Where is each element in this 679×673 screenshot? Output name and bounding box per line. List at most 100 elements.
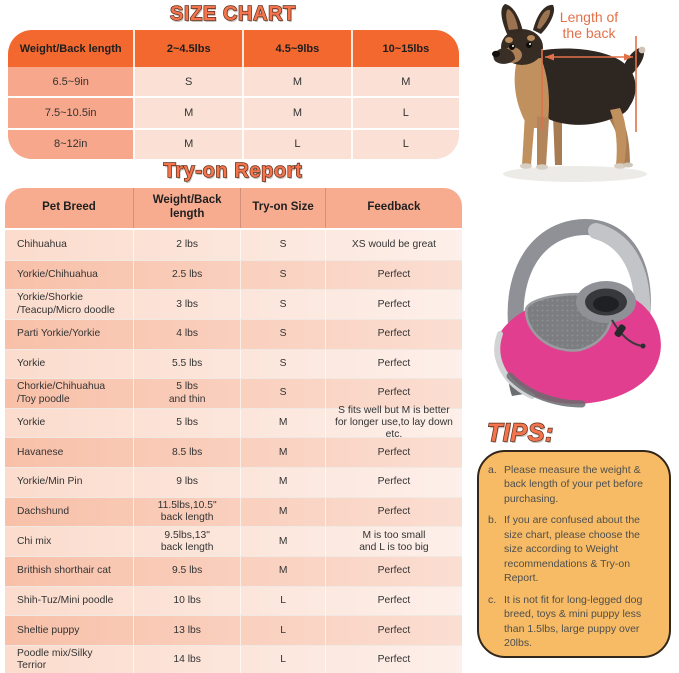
tryon-row: Havanese 8.5 lbs M Perfect xyxy=(5,437,462,468)
size-chart-cell-backlength: 8~12in xyxy=(8,129,134,159)
tryon-cell-feedback: Perfect xyxy=(324,468,462,497)
tryon-row: Yorkie 5 lbs M S fits well but M is bett… xyxy=(5,405,462,440)
size-chart-header-cell: 4.5~9lbs xyxy=(242,30,351,67)
tryon-cell-size: S xyxy=(240,290,325,319)
tip-item: c. It is not fit for long-legged dog bre… xyxy=(488,593,659,651)
size-chart-title: SIZE CHART xyxy=(169,2,296,25)
chihuahua-photo: Length of the back xyxy=(492,4,647,182)
back-length-label: the back xyxy=(563,25,617,41)
size-chart-row: 8~12in M L L xyxy=(8,127,459,159)
tryon-cell-weight: 8.5 lbs xyxy=(132,438,240,468)
tryon-cell-size: M xyxy=(240,497,325,527)
size-chart-header-row: Weight/Back length 2~4.5lbs 4.5~9lbs 10~… xyxy=(8,30,459,67)
tryon-cell-size: L xyxy=(240,586,325,616)
tryon-row: Yorkie/Shorkie /Teacup/Micro doodle 3 lb… xyxy=(5,289,462,319)
size-chart-cell-size: L xyxy=(350,129,459,159)
size-chart-row: 7.5~10.5in M M L xyxy=(8,96,459,128)
tryon-row: Chihuahua 2 lbs S XS would be great xyxy=(5,230,462,260)
tryon-cell-feedback: XS would be great xyxy=(324,230,462,260)
tryon-cell-feedback: M is too small and L is too big xyxy=(324,527,462,557)
tryon-cell-feedback: Perfect xyxy=(324,379,462,408)
tryon-cell-size: S xyxy=(240,260,325,290)
tryon-cell-feedback: Perfect xyxy=(324,319,462,349)
dog-shadow xyxy=(503,166,647,182)
tip-text: Please measure the weight & back length … xyxy=(504,464,643,505)
tryon-cell-feedback: Perfect xyxy=(324,586,462,616)
tryon-cell-weight: 9.5lbs,13" back length xyxy=(132,527,240,557)
tryon-row: Brithish shorthair cat 9.5 lbs M Perfect xyxy=(5,556,462,586)
tryon-row: Chi mix 9.5lbs,13" back length M M is to… xyxy=(5,526,462,557)
tryon-cell-breed: Parti Yorkie/Yorkie xyxy=(17,328,101,340)
tryon-cell-weight: 2.5 lbs xyxy=(132,260,240,290)
tryon-cell-weight: 4 lbs xyxy=(132,319,240,349)
tryon-report-table: Pet Breed Weight/Back length Try-on Size… xyxy=(5,188,462,673)
tryon-cell-size: L xyxy=(240,616,325,645)
tip-text: It is not fit for long-legged dog breed,… xyxy=(504,593,643,650)
tryon-cell-breed: Yorkie xyxy=(17,417,46,429)
tryon-cell-feedback: Perfect xyxy=(324,438,462,468)
drawstring-toggle xyxy=(614,324,626,338)
tryon-header-row: Pet Breed Weight/Back length Try-on Size… xyxy=(5,188,462,230)
tryon-cell-breed: Shih-Tuz/Mini poodle xyxy=(17,594,114,606)
tryon-cell-breed: Havanese xyxy=(17,446,64,458)
tryon-row: Dachshund 11.5lbs,10.5" back length M Pe… xyxy=(5,496,462,527)
tips-box: a. Please measure the weight & back leng… xyxy=(477,450,671,658)
tryon-cell-breed: Chi mix xyxy=(17,535,52,547)
size-chart-cell-size: L xyxy=(350,98,459,128)
pet-sling-bag-photo xyxy=(494,219,661,408)
tryon-cell-weight: 9 lbs xyxy=(132,468,240,497)
tryon-cell-size: L xyxy=(240,645,325,673)
tryon-header-cell: Pet Breed xyxy=(42,201,96,214)
tryon-cell-breed: Sheltie puppy xyxy=(17,624,80,636)
tryon-cell-weight: 5 lbs xyxy=(132,408,240,438)
tryon-row: Shih-Tuz/Mini poodle 10 lbs L Perfect xyxy=(5,585,462,616)
size-chart-cell-backlength: 7.5~10.5in xyxy=(8,98,134,128)
tip-label: b. xyxy=(488,514,497,527)
size-chart-cell-backlength: 6.5~9in xyxy=(8,67,134,97)
tryon-cell-feedback: S fits well but M is better for longer u… xyxy=(324,405,462,440)
tryon-row: Chorkie/Chihuahua /Toy poodle 5 lbs and … xyxy=(5,378,462,408)
tryon-cell-weight: 2 lbs xyxy=(132,230,240,260)
size-chart-cell-size: L xyxy=(242,129,351,159)
tryon-cell-size: M xyxy=(240,408,325,438)
tryon-cell-weight: 5.5 lbs xyxy=(132,349,240,379)
size-chart-header-cell: Weight/Back length xyxy=(19,42,122,55)
tryon-cell-breed: Dachshund xyxy=(17,506,70,518)
tryon-cell-size: M xyxy=(240,468,325,497)
size-chart-cell-size: M xyxy=(133,129,242,159)
tips-title: TIPS: xyxy=(486,418,554,447)
size-chart-cell-size: M xyxy=(242,67,351,97)
tryon-row: Sheltie puppy 13 lbs L Perfect xyxy=(5,615,462,645)
tryon-report-title: Try-on Report xyxy=(163,159,303,182)
tip-item: a. Please measure the weight & back leng… xyxy=(488,463,659,506)
tryon-cell-feedback: Perfect xyxy=(324,349,462,379)
tryon-row: Yorkie 5.5 lbs S Perfect xyxy=(5,348,462,379)
tryon-cell-breed: Yorkie/Chihuahua xyxy=(17,268,98,280)
tryon-cell-breed: Yorkie/Min Pin xyxy=(17,476,83,488)
tryon-cell-breed: Chorkie/Chihuahua /Toy poodle xyxy=(17,381,106,405)
tryon-cell-size: S xyxy=(240,379,325,408)
tryon-cell-feedback: Perfect xyxy=(324,616,462,645)
tryon-header-cell: Try-on Size xyxy=(240,188,325,228)
size-chart-cell-size: S xyxy=(133,67,242,97)
tryon-cell-size: M xyxy=(240,438,325,468)
tryon-cell-weight: 10 lbs xyxy=(132,586,240,616)
tryon-cell-weight: 3 lbs xyxy=(132,290,240,319)
tip-label: c. xyxy=(488,593,497,606)
tryon-cell-size: S xyxy=(240,349,325,379)
back-length-label: Length of xyxy=(560,9,618,25)
size-chart-header-cell: 2~4.5lbs xyxy=(133,30,242,67)
tryon-cell-breed: Yorkie/Shorkie /Teacup/Micro doodle xyxy=(17,292,115,316)
tryon-cell-breed: Yorkie xyxy=(17,357,46,369)
tryon-row: Yorkie/Chihuahua 2.5 lbs S Perfect xyxy=(5,259,462,290)
tips-list: a. Please measure the weight & back leng… xyxy=(488,463,659,651)
tryon-cell-size: S xyxy=(240,230,325,260)
tryon-cell-size: M xyxy=(240,527,325,557)
back-length-measurement xyxy=(541,36,637,132)
tryon-row: Poodle mix/Silky Terrior 14 lbs L Perfec… xyxy=(5,644,462,673)
tryon-cell-weight: 5 lbs and thin xyxy=(132,379,240,408)
size-chart-row: 6.5~9in S M M xyxy=(8,67,459,97)
size-chart-cell-size: M xyxy=(242,98,351,128)
tryon-cell-breed: Poodle mix/Silky Terrior xyxy=(17,648,93,672)
